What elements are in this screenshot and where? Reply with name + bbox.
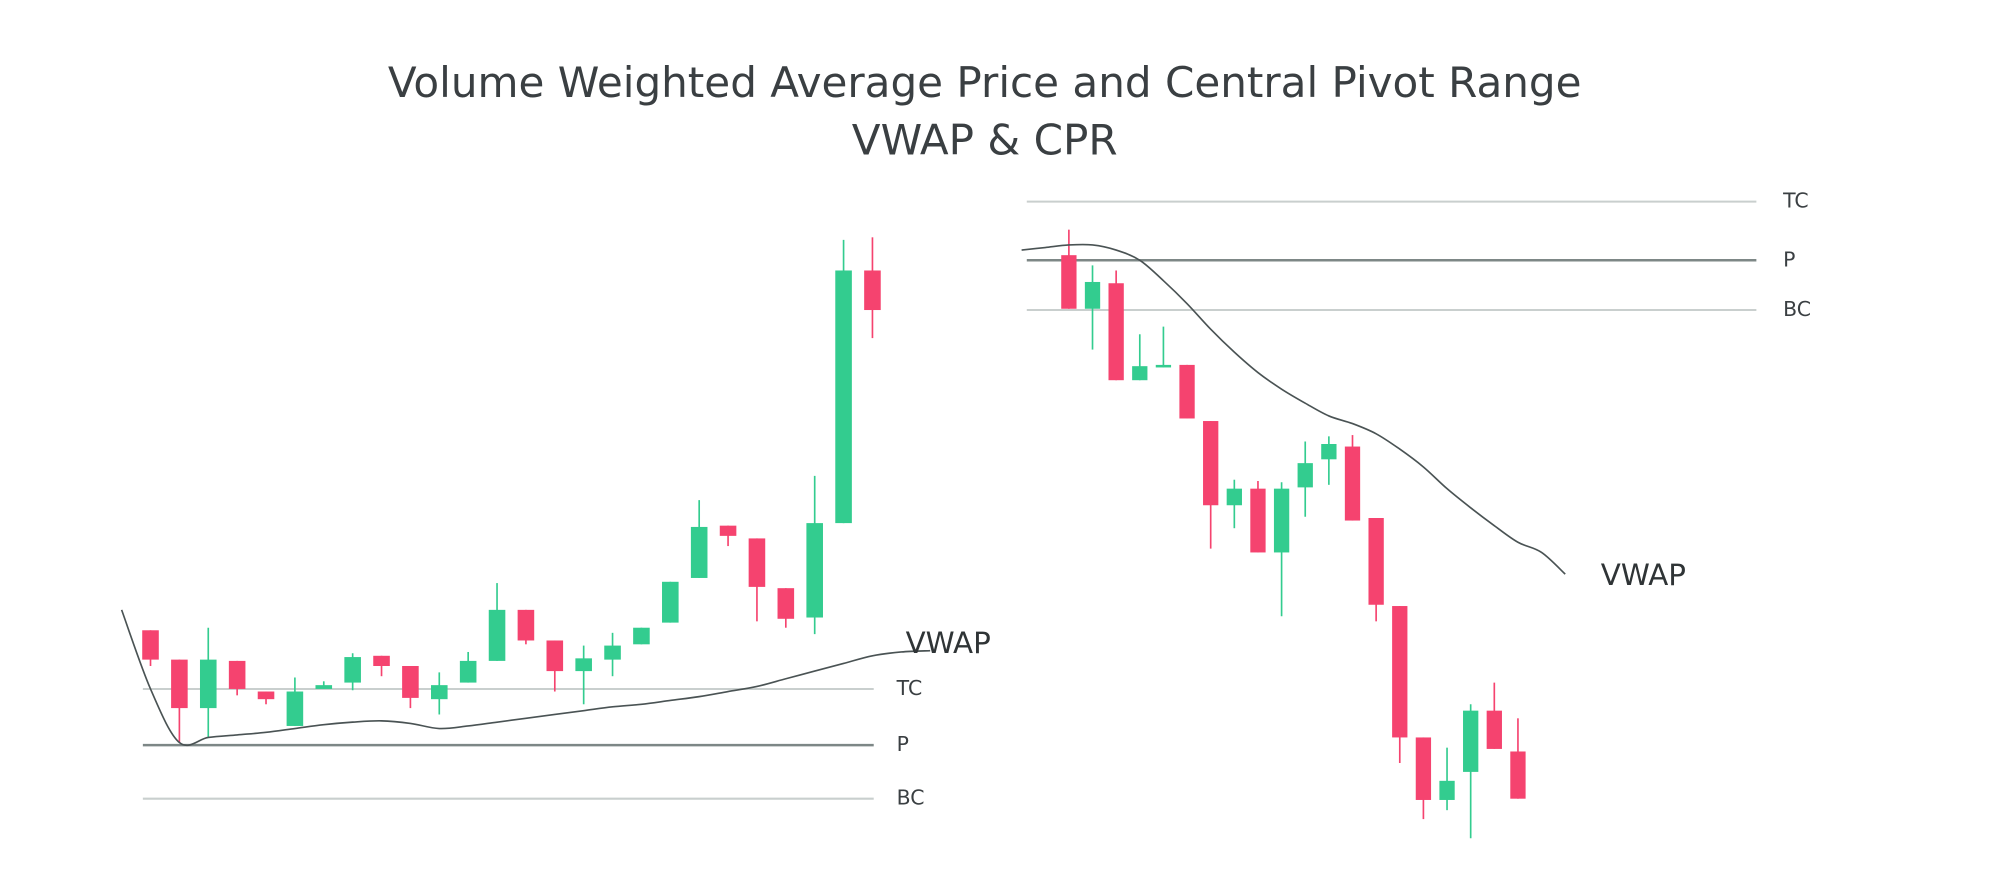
- bearish-candle: [1203, 421, 1219, 506]
- bearish-candle: [1486, 710, 1502, 749]
- vwap-label: VWAP: [906, 626, 991, 660]
- vwap-label: VWAP: [1601, 558, 1686, 592]
- vwap-line: [120, 609, 931, 747]
- bearish-candle: [864, 270, 881, 311]
- bearish-candle: [1179, 364, 1195, 419]
- bullish-candle: [633, 627, 650, 645]
- bullish-candle: [1155, 364, 1172, 368]
- bearish-candle: [373, 655, 390, 666]
- bullish-candle: [1084, 281, 1101, 309]
- bearish-candle: [402, 666, 419, 698]
- bullish-candle: [488, 609, 506, 661]
- level-label-tc: TC: [896, 676, 923, 700]
- level-label-p: P: [897, 732, 909, 756]
- bearish-vwap-cpr-panel: TC P BC VWAP: [1021, 189, 1811, 839]
- bullish-candle: [286, 691, 304, 726]
- bearish-candle: [1250, 488, 1266, 553]
- bearish-candle: [1368, 518, 1384, 605]
- level-label-bc: BC: [1783, 297, 1811, 321]
- bearish-candle: [171, 659, 188, 709]
- level-label-bc: BC: [897, 786, 925, 810]
- bullish-candle: [1297, 463, 1313, 488]
- bearish-candle: [1510, 751, 1526, 799]
- bearish-candle: [142, 630, 159, 660]
- bearish-candle: [719, 525, 737, 536]
- bullish-candle: [1463, 710, 1479, 772]
- bearish-candle: [546, 640, 564, 672]
- bullish-candle: [315, 685, 333, 689]
- bullish-candle: [806, 523, 823, 618]
- bullish-candle: [1321, 444, 1337, 460]
- bullish-vwap-cpr-panel: TC P BC VWAP: [120, 237, 991, 810]
- bearish-candle: [1344, 446, 1361, 521]
- bearish-candle: [228, 660, 246, 689]
- bullish-candle: [575, 658, 592, 672]
- bullish-candle: [1132, 366, 1148, 381]
- bearish-candle: [777, 588, 795, 619]
- bullish-candle: [1273, 488, 1290, 553]
- level-label-tc: TC: [1782, 189, 1809, 213]
- bullish-candle: [459, 660, 477, 683]
- bullish-candle: [835, 270, 852, 524]
- bearish-candle: [257, 691, 275, 700]
- bullish-candle: [690, 526, 708, 578]
- vwap-line: [1021, 243, 1566, 575]
- bearish-candle: [1108, 283, 1124, 381]
- bullish-candle: [344, 657, 361, 683]
- bullish-candle: [662, 581, 679, 623]
- title-line-2: VWAP & CPR: [852, 115, 1118, 164]
- bullish-candle: [199, 659, 217, 709]
- bearish-candle: [1392, 606, 1408, 738]
- bullish-candle: [430, 685, 448, 700]
- bullish-candle: [1226, 488, 1242, 506]
- bullish-candle: [1439, 780, 1455, 800]
- bearish-candle: [517, 609, 535, 641]
- bearish-candle: [748, 538, 766, 587]
- title-line-1: Volume Weighted Average Price and Centra…: [388, 58, 1582, 107]
- bearish-candle: [1415, 737, 1432, 800]
- bearish-candle: [1061, 255, 1077, 309]
- level-label-p: P: [1783, 247, 1795, 271]
- bullish-candle: [604, 645, 621, 660]
